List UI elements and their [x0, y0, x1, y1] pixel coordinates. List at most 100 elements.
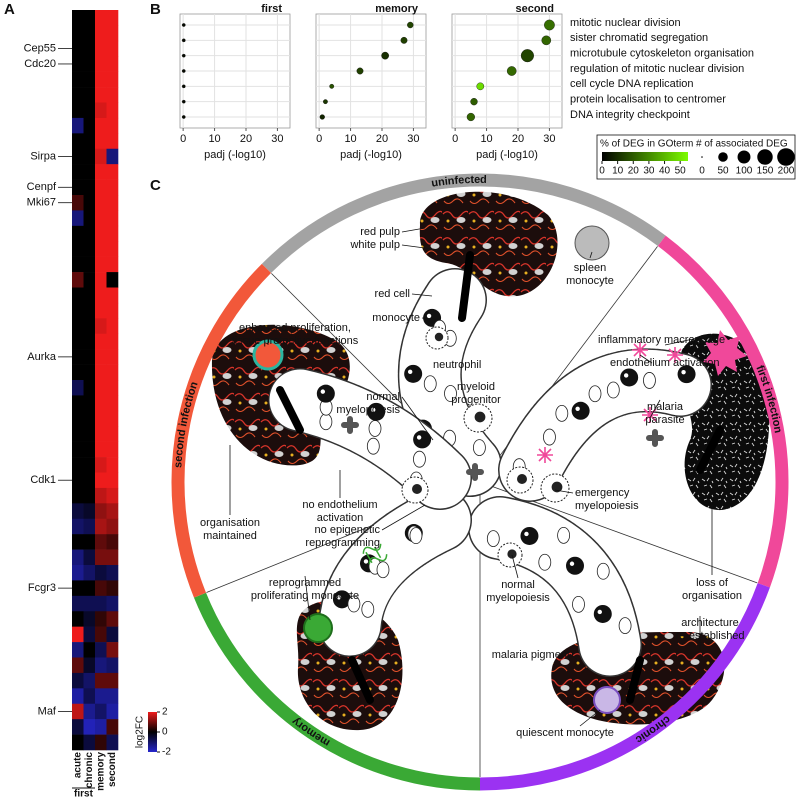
ring-segment [657, 235, 789, 588]
heatmap-cell [95, 210, 107, 227]
heatmap-cell [106, 333, 119, 350]
heatmap-cell [95, 642, 107, 658]
heatmap-cell [83, 195, 96, 211]
dot [181, 99, 186, 104]
heatmap-cell [95, 179, 107, 196]
heatmap-cell [83, 395, 96, 412]
legend-size-dot [718, 152, 728, 162]
heatmap-cell [95, 503, 107, 520]
progenitor-nucleus [507, 549, 517, 559]
x-tick-label: 10 [480, 133, 492, 145]
gene-label: Maf [38, 705, 57, 717]
heatmap-cell [72, 642, 84, 658]
heatmap-cell [95, 580, 107, 597]
cell-granule [320, 389, 326, 394]
red-cell [596, 562, 610, 580]
heatmap-cell [83, 272, 96, 288]
heatmap-cell [83, 734, 96, 751]
heatmap-cell [72, 56, 84, 72]
red-cell [557, 526, 571, 544]
heatmap-cell [83, 164, 96, 180]
annotation: red pulp [360, 226, 400, 238]
heatmap-cell [95, 487, 107, 504]
red-cell [423, 375, 437, 393]
annotation: no endothelium [302, 499, 377, 511]
heatmap-cell [106, 40, 119, 57]
cell-granule [370, 407, 376, 413]
heatmap-cell [83, 503, 96, 520]
heatmap-cell [106, 642, 119, 658]
cell-granule [681, 369, 686, 375]
progenitor-nucleus [412, 484, 422, 494]
heatmap-cell [95, 657, 107, 674]
dot [356, 67, 364, 75]
annotation-leader [511, 554, 519, 579]
red-cell [555, 404, 569, 422]
heatmap-cell [72, 441, 84, 458]
annotation-leader [401, 244, 441, 251]
heatmap-cell [95, 195, 107, 211]
white-pulp [458, 251, 474, 322]
term-label: microtubule cytoskeleton organisation [570, 48, 754, 60]
heatmap-cell [72, 626, 84, 643]
cell-granule [575, 406, 580, 412]
x-tick-label: 20 [512, 133, 524, 145]
heatmap-cell [106, 148, 119, 165]
annotation: malaria [647, 401, 684, 413]
heatmap-cell [95, 318, 107, 335]
dna [362, 543, 388, 565]
red-cell [366, 437, 380, 455]
heatmap-cell [106, 225, 119, 242]
annotation: myelopoiesis [575, 500, 639, 512]
dot [323, 99, 328, 105]
heatmap-cell [83, 426, 96, 442]
heatmap-cell [72, 164, 84, 180]
heatmap-cell [106, 179, 119, 196]
legend-tick-label: 40 [659, 166, 671, 177]
legend-tick-label: 200 [778, 166, 795, 177]
heatmap-cell [106, 534, 119, 550]
annotation-leader [411, 293, 433, 297]
heatmap-cell [106, 457, 119, 473]
marrow-cell [404, 364, 423, 383]
reprogrammed-monocyte [303, 613, 333, 643]
red-cell [643, 372, 656, 389]
x-tick-label: 30 [407, 133, 419, 145]
heatmap-cell [83, 302, 96, 319]
cell-granule [426, 313, 432, 319]
annotation: malaria pigment [492, 649, 570, 661]
annotation: enhanced proliferation, [239, 322, 351, 334]
legend-tick-label: 100 [736, 166, 753, 177]
red-cell [347, 595, 361, 613]
dot [541, 35, 552, 46]
red-cell [413, 450, 426, 468]
marrow-cell [316, 384, 335, 403]
heatmap-cell [106, 241, 119, 257]
heatmap-cell [72, 210, 84, 227]
heatmap-cell [72, 302, 84, 319]
colorbar [148, 712, 157, 752]
heatmap-cell [106, 25, 119, 42]
heatmap-cell [83, 56, 96, 72]
heatmap-cell [95, 595, 107, 612]
heatmap-cell [72, 10, 84, 26]
cell-granule [569, 561, 575, 566]
heatmap-cell [95, 164, 107, 180]
heatmap-cell [72, 518, 84, 535]
heatmap-cell [83, 87, 96, 103]
heatmap-cell [72, 179, 84, 196]
annotation: activation [317, 512, 363, 524]
dot [181, 23, 186, 27]
progenitor-nucleus [434, 332, 444, 342]
annotation: emergency [575, 487, 630, 499]
annotation: red cell [375, 288, 410, 300]
legend-size-dot [737, 150, 751, 164]
heatmap-cell [106, 672, 119, 689]
red-cell [444, 385, 457, 402]
ring-label: second infection [172, 380, 200, 468]
dot [181, 69, 186, 73]
gene-label: Aurka [27, 351, 57, 363]
group-label: first [74, 789, 94, 800]
